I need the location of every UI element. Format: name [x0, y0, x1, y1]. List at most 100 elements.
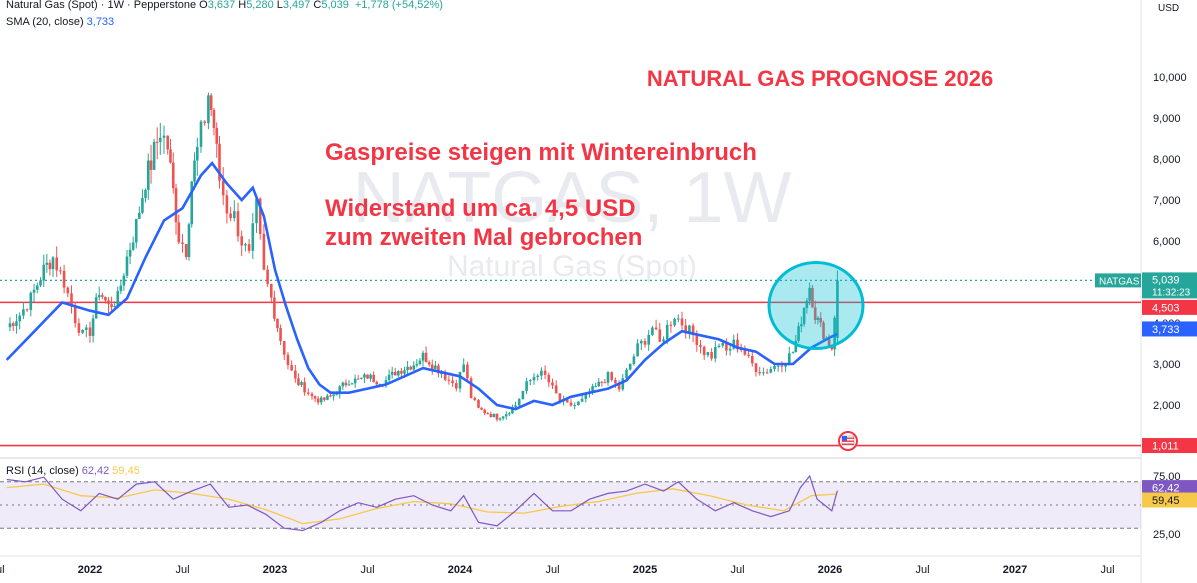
- time-tick: 2024: [448, 564, 473, 576]
- symbol-legend[interactable]: Natural Gas (Spot) · 1W · Pepperstone O3,…: [6, 0, 446, 11]
- candle: [303, 377, 306, 396]
- candle: [469, 376, 473, 399]
- candle: [393, 367, 397, 376]
- time-tick: Jul: [915, 564, 929, 576]
- candle: [430, 359, 434, 375]
- candle: [455, 379, 458, 392]
- candle: [94, 293, 98, 320]
- price-tick: 2,000: [1153, 400, 1181, 412]
- candle: [341, 381, 345, 390]
- candle: [174, 183, 178, 235]
- candle: [313, 395, 317, 403]
- candle: [181, 234, 184, 253]
- candle: [18, 312, 21, 330]
- rsi-legend[interactable]: RSI (14, close) 62,42 59,45: [6, 465, 143, 477]
- bar-countdown: 11:32:23: [1152, 287, 1191, 298]
- us-flag-event-icon[interactable]: [838, 431, 858, 451]
- symbol-line: Natural Gas (Spot) · 1W · Pepperstone: [6, 0, 197, 11]
- candle: [255, 195, 258, 233]
- candle: [155, 127, 159, 160]
- candle: [62, 264, 66, 294]
- sma-line: [5, 161, 838, 411]
- candle: [353, 374, 357, 388]
- time-tick: Jul: [0, 564, 5, 576]
- candle: [171, 152, 175, 194]
- candle: [48, 259, 52, 276]
- candle: [35, 282, 39, 294]
- candle: [104, 296, 107, 304]
- candle: [600, 381, 604, 387]
- ohlc-o: O3,637: [199, 0, 236, 11]
- time-tick: 2023: [263, 564, 287, 576]
- candle: [797, 322, 800, 343]
- candle: [710, 348, 713, 361]
- candle: [669, 321, 673, 333]
- rsi-value-label-bg: [1142, 480, 1197, 496]
- candle: [384, 376, 388, 389]
- candle: [451, 376, 454, 388]
- candle: [721, 342, 724, 348]
- sma-legend[interactable]: SMA (20, close) 3,733: [6, 16, 117, 28]
- candle: [11, 321, 15, 332]
- candle: [199, 119, 203, 153]
- resistance-price-label-bg: [1142, 299, 1197, 315]
- time-tick: Jul: [1100, 564, 1114, 576]
- candle: [276, 318, 279, 332]
- candle: [15, 313, 18, 334]
- candle: [66, 286, 70, 298]
- candle: [146, 153, 150, 200]
- price-tick: 9,000: [1153, 113, 1181, 125]
- candle: [55, 246, 58, 277]
- candle: [270, 283, 273, 302]
- candle: [144, 188, 147, 203]
- candle: [573, 402, 576, 410]
- candle: [116, 286, 120, 308]
- candle: [347, 380, 351, 386]
- rsi-ma-value-label: 59,45: [1152, 495, 1180, 507]
- candle: [215, 122, 219, 158]
- candle: [122, 273, 126, 291]
- candle: [658, 322, 662, 343]
- candlestick-series: [8, 92, 839, 422]
- candle: [483, 408, 486, 416]
- candle: [218, 135, 221, 189]
- candle: [225, 190, 229, 224]
- candle: [606, 370, 610, 386]
- candle: [492, 413, 496, 418]
- candle: [344, 379, 348, 388]
- candle: [81, 329, 84, 334]
- candle: [149, 144, 153, 184]
- candle: [632, 353, 636, 366]
- candle: [70, 285, 73, 314]
- candle: [521, 390, 525, 400]
- candle: [517, 397, 521, 408]
- candle: [240, 230, 243, 256]
- rsi-tick: 75,00: [1153, 471, 1181, 483]
- candle: [294, 364, 297, 383]
- candle: [356, 375, 360, 380]
- ohlc-c: C5,039: [313, 0, 349, 11]
- candle: [251, 212, 255, 260]
- annotation-line1: Gaspreise steigen mit Wintereinbruch: [325, 139, 757, 166]
- candle: [406, 361, 409, 376]
- candle: [594, 382, 597, 388]
- rsi-legend-ma-value: 59,45: [112, 465, 140, 477]
- candle: [360, 377, 363, 380]
- candle: [486, 411, 490, 415]
- candle: [141, 189, 144, 215]
- candle: [677, 314, 680, 323]
- candle: [316, 396, 320, 405]
- candle: [85, 324, 88, 338]
- annotation-line2: Widerstand um ca. 4,5 USD: [325, 195, 636, 222]
- candle: [97, 286, 101, 301]
- candle: [22, 302, 25, 320]
- candle: [350, 382, 354, 385]
- candle: [811, 285, 814, 308]
- candle: [125, 249, 129, 278]
- symbol-tag: NATGAS: [1099, 276, 1140, 287]
- candle: [45, 253, 49, 273]
- candle: [366, 374, 369, 379]
- candle: [788, 346, 791, 366]
